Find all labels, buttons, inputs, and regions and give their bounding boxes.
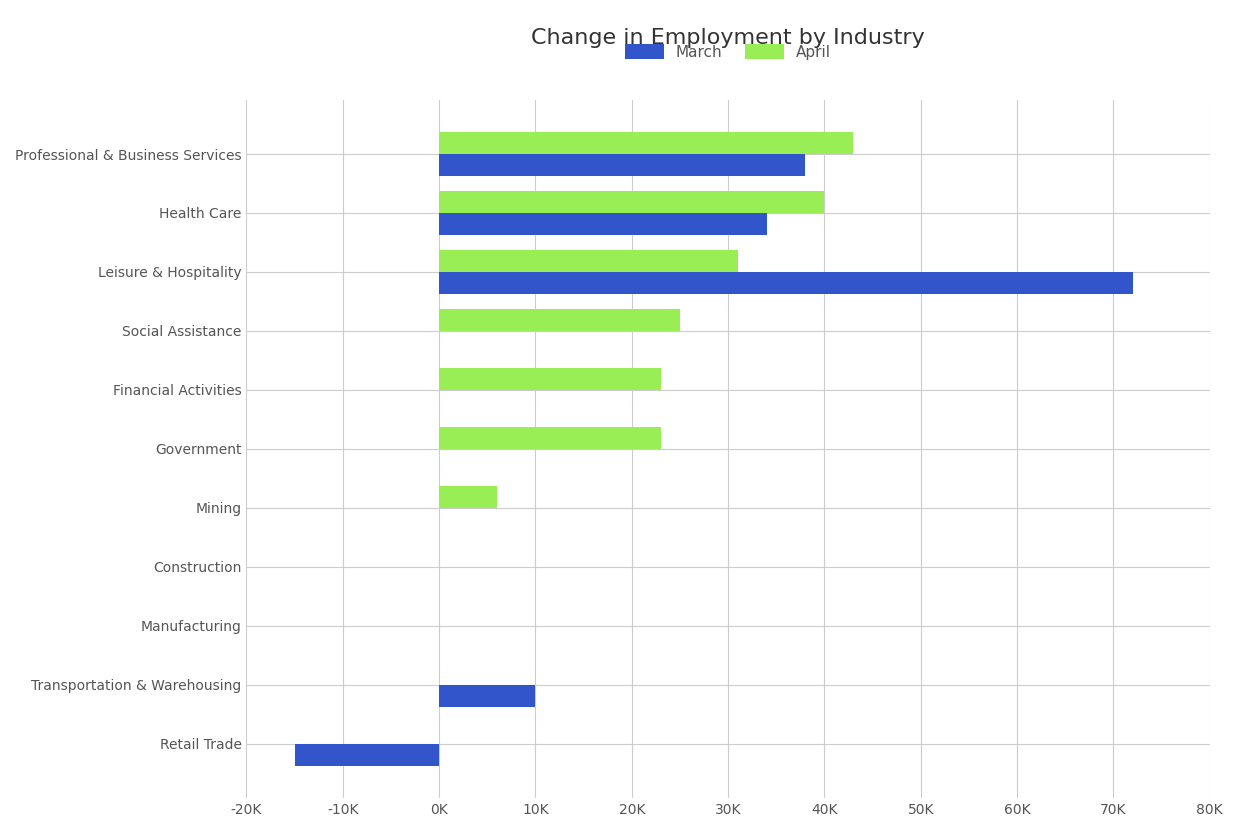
- Bar: [439, 309, 680, 331]
- Bar: [295, 744, 439, 766]
- Bar: [439, 154, 805, 176]
- Title: Change in Employment by Industry: Change in Employment by Industry: [531, 28, 925, 48]
- Bar: [439, 685, 536, 707]
- Bar: [439, 272, 1133, 295]
- Bar: [439, 250, 738, 272]
- Bar: [439, 213, 766, 235]
- Bar: [439, 368, 661, 390]
- Bar: [439, 191, 825, 213]
- Legend: March, April: March, April: [619, 37, 837, 66]
- Bar: [439, 131, 853, 154]
- Bar: [439, 486, 496, 508]
- Bar: [439, 427, 661, 449]
